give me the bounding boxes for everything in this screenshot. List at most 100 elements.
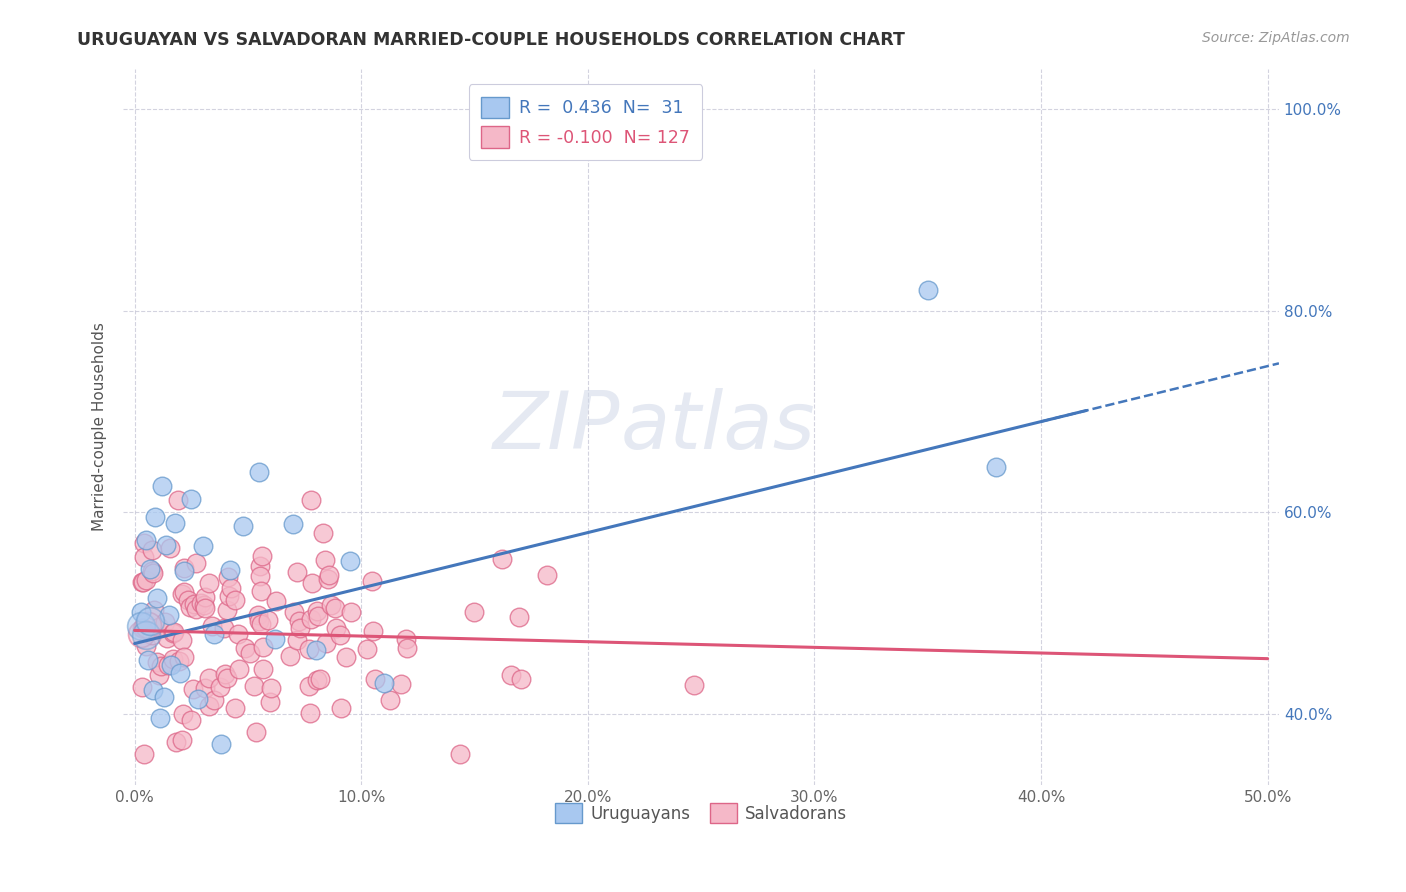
Point [157,607,180,622]
Point [217,671,239,685]
Point [252,549,274,563]
Point [186,602,208,616]
Point [249,569,271,583]
Point [165,735,187,749]
Point [319,599,342,613]
Point [305,673,328,687]
Point [301,575,323,590]
Point [209,680,232,694]
Point [330,701,353,715]
Point [136,618,159,632]
Point [378,692,401,706]
Point [259,681,281,696]
Point [166,492,188,507]
Point [142,566,165,581]
Legend: Uruguayans, Salvadorans: Uruguayans, Salvadorans [548,797,853,830]
Point [131,605,153,619]
Point [202,627,225,641]
Point [298,641,321,656]
Point [180,714,202,728]
Point [148,668,170,682]
Point [132,747,155,762]
Point [173,585,195,599]
Point [167,654,190,668]
Point [325,621,347,635]
Point [290,621,312,635]
Point [135,533,157,547]
Point [329,628,352,642]
Y-axis label: Married-couple Households: Married-couple Households [93,322,107,531]
Point [247,465,270,479]
Point [156,657,179,672]
Point [283,605,305,619]
Point [249,559,271,574]
Point [186,557,208,571]
Point [307,604,329,618]
Point [132,536,155,550]
Point [131,627,153,641]
Point [139,562,162,576]
Point [298,706,321,720]
Point [197,671,219,685]
Text: atlas: atlas [620,388,815,466]
Point [131,680,153,694]
Point [187,691,209,706]
Point [361,624,384,639]
Point [314,553,336,567]
Point [153,690,176,704]
Point [155,538,177,552]
Point [173,561,195,575]
Point [394,632,416,646]
Text: URUGUAYAN VS SALVADORAN MARRIED-COUPLE HOUSEHOLDS CORRELATION CHART: URUGUAYAN VS SALVADORAN MARRIED-COUPLE H… [77,31,905,49]
Point [1098,793,1121,807]
Point [172,633,194,648]
Point [232,519,254,533]
Point [132,575,155,590]
Point [156,631,179,645]
Point [150,478,173,492]
Point [135,628,157,642]
Point [252,662,274,676]
Point [257,613,280,627]
Point [143,603,166,617]
Point [218,589,240,603]
Text: Source: ZipAtlas.com: Source: ZipAtlas.com [1202,31,1350,45]
Point [228,662,250,676]
Point [180,491,202,506]
Point [264,632,287,647]
Point [305,642,328,657]
Point [150,659,173,673]
Point [131,619,153,633]
Point [917,284,939,298]
Point [218,563,240,577]
Point [170,587,193,601]
Point [288,614,311,628]
Point [183,598,205,612]
Point [201,619,224,633]
Point [191,539,214,553]
Point [181,682,204,697]
Point [141,543,163,558]
Point [169,665,191,680]
Text: ZIP: ZIP [494,388,620,466]
Point [449,747,471,762]
Point [159,541,181,555]
Point [194,681,217,695]
Point [536,568,558,582]
Point [214,667,236,681]
Point [298,680,321,694]
Point [160,657,183,672]
Point [162,652,184,666]
Point [143,510,166,524]
Point [224,700,246,714]
Point [163,624,186,639]
Point [264,593,287,607]
Point [139,615,162,629]
Point [509,672,531,686]
Point [285,633,308,648]
Point [135,639,157,653]
Point [209,737,232,751]
Point [217,603,239,617]
Point [212,620,235,634]
Point [239,646,262,660]
